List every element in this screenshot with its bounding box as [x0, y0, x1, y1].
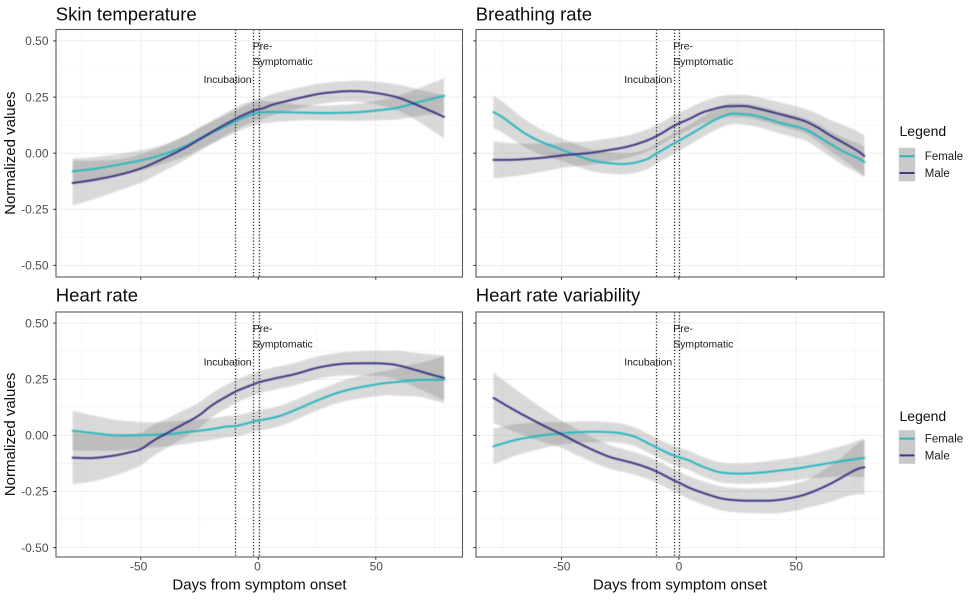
- svg-text:Skin temperature: Skin temperature: [56, 4, 197, 25]
- svg-text:0.00: 0.00: [25, 146, 49, 160]
- svg-text:-0.25: -0.25: [21, 203, 49, 217]
- svg-text:Heart rate: Heart rate: [56, 284, 138, 305]
- svg-text:Female: Female: [925, 151, 963, 163]
- svg-text:0.25: 0.25: [25, 373, 49, 387]
- svg-text:50: 50: [790, 560, 804, 574]
- svg-text:0: 0: [254, 560, 261, 574]
- svg-text:0.25: 0.25: [25, 90, 49, 104]
- svg-text:Heart rate variability: Heart rate variability: [476, 284, 641, 305]
- svg-text:Symptomatic: Symptomatic: [673, 340, 733, 351]
- svg-text:Incubation: Incubation: [624, 75, 672, 86]
- svg-text:Normalized values: Normalized values: [2, 92, 19, 215]
- svg-text:Incubation: Incubation: [624, 358, 672, 369]
- svg-text:0.50: 0.50: [25, 34, 49, 48]
- svg-text:Pre-: Pre-: [253, 324, 273, 335]
- svg-text:0: 0: [676, 560, 683, 574]
- svg-text:Breathing rate: Breathing rate: [476, 4, 592, 25]
- svg-text:Incubation: Incubation: [204, 358, 252, 369]
- svg-text:0.00: 0.00: [25, 429, 49, 443]
- svg-text:Male: Male: [925, 168, 950, 180]
- svg-text:Legend: Legend: [900, 408, 947, 424]
- svg-text:-50: -50: [553, 560, 571, 574]
- svg-text:Symptomatic: Symptomatic: [253, 57, 313, 68]
- svg-text:-0.50: -0.50: [21, 259, 49, 273]
- svg-text:Pre-: Pre-: [253, 41, 273, 52]
- svg-text:Symptomatic: Symptomatic: [673, 57, 733, 68]
- svg-text:0.50: 0.50: [25, 316, 49, 330]
- svg-text:Legend: Legend: [900, 123, 947, 139]
- svg-text:Symptomatic: Symptomatic: [253, 340, 313, 351]
- svg-text:-0.50: -0.50: [21, 541, 49, 555]
- svg-text:Days from symptom onset: Days from symptom onset: [593, 577, 768, 594]
- svg-text:Incubation: Incubation: [204, 75, 252, 86]
- svg-text:Normalized values: Normalized values: [2, 373, 19, 496]
- svg-text:Pre-: Pre-: [673, 324, 693, 335]
- svg-text:Days from symptom onset: Days from symptom onset: [172, 577, 347, 594]
- svg-text:Pre-: Pre-: [673, 41, 693, 52]
- svg-text:-50: -50: [130, 560, 148, 574]
- svg-text:Female: Female: [925, 434, 963, 446]
- svg-text:Male: Male: [925, 450, 950, 462]
- svg-text:50: 50: [370, 560, 384, 574]
- svg-text:-0.25: -0.25: [21, 485, 49, 499]
